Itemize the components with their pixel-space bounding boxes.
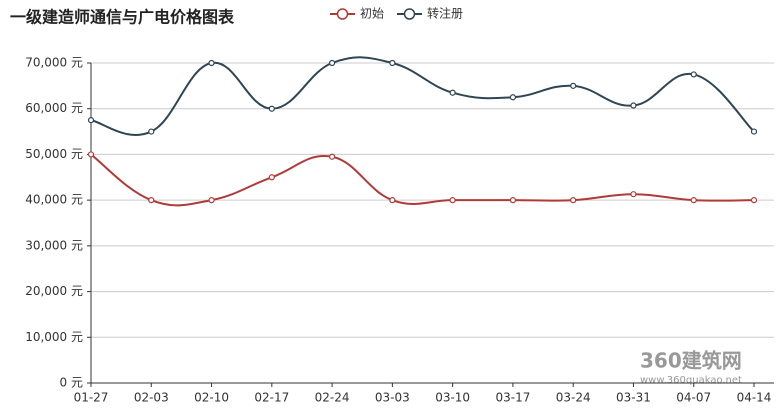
point [570, 197, 577, 204]
y-tick-label: 70,000 元 [25, 56, 83, 70]
point [750, 128, 758, 135]
point [208, 197, 215, 204]
x-tick-label: 03-03 [375, 391, 410, 405]
x-tick-label: 03-31 [616, 391, 651, 405]
y-tick-label: 30,000 元 [25, 238, 83, 252]
y-tick-label: 10,000 元 [25, 330, 83, 344]
x-tick-label: 02-03 [134, 391, 169, 405]
x-tick-label: 02-17 [254, 391, 289, 405]
y-tick-label: 50,000 元 [25, 147, 83, 161]
point [328, 153, 336, 160]
point [750, 197, 758, 204]
point [148, 128, 155, 135]
watermark: 360建筑网 [640, 349, 742, 373]
point [87, 117, 95, 124]
legend-label: 初始 [360, 7, 384, 21]
point [630, 102, 637, 109]
chart-title: 一级建造师通信与广电价格图表 [10, 8, 235, 27]
point [268, 174, 275, 181]
point [268, 105, 275, 112]
x-tick-label: 02-10 [194, 391, 229, 405]
point [509, 197, 517, 204]
x-tick-label: 04-07 [676, 391, 711, 405]
watermark-url: www.360quakao.net [640, 375, 742, 386]
point [87, 151, 95, 158]
y-tick-label: 0 元 [60, 376, 83, 390]
point [690, 71, 697, 78]
point [389, 197, 396, 204]
point [328, 59, 336, 67]
point [449, 89, 456, 96]
point [389, 59, 396, 67]
legend-icon [403, 8, 416, 20]
x-tick-label: 04-14 [737, 391, 772, 405]
legend-label: 转注册 [427, 6, 463, 21]
x-tick-label: 03-10 [435, 391, 470, 405]
point [148, 197, 155, 204]
point [449, 197, 456, 204]
y-tick-label: 40,000 元 [25, 193, 83, 207]
x-tick-label: 03-17 [495, 391, 530, 405]
legend-icon [336, 8, 349, 20]
series-line [90, 153, 755, 207]
y-tick-label: 60,000 元 [25, 101, 83, 115]
point [570, 82, 577, 89]
x-tick-label: 03-24 [556, 391, 591, 405]
x-tick-label: 01-27 [74, 391, 109, 405]
x-tick-label: 02-24 [315, 391, 350, 405]
point [208, 59, 215, 67]
point [509, 94, 517, 101]
series-line [90, 56, 755, 136]
y-tick-label: 20,000 元 [25, 284, 83, 298]
point [630, 191, 637, 198]
point [690, 197, 697, 204]
